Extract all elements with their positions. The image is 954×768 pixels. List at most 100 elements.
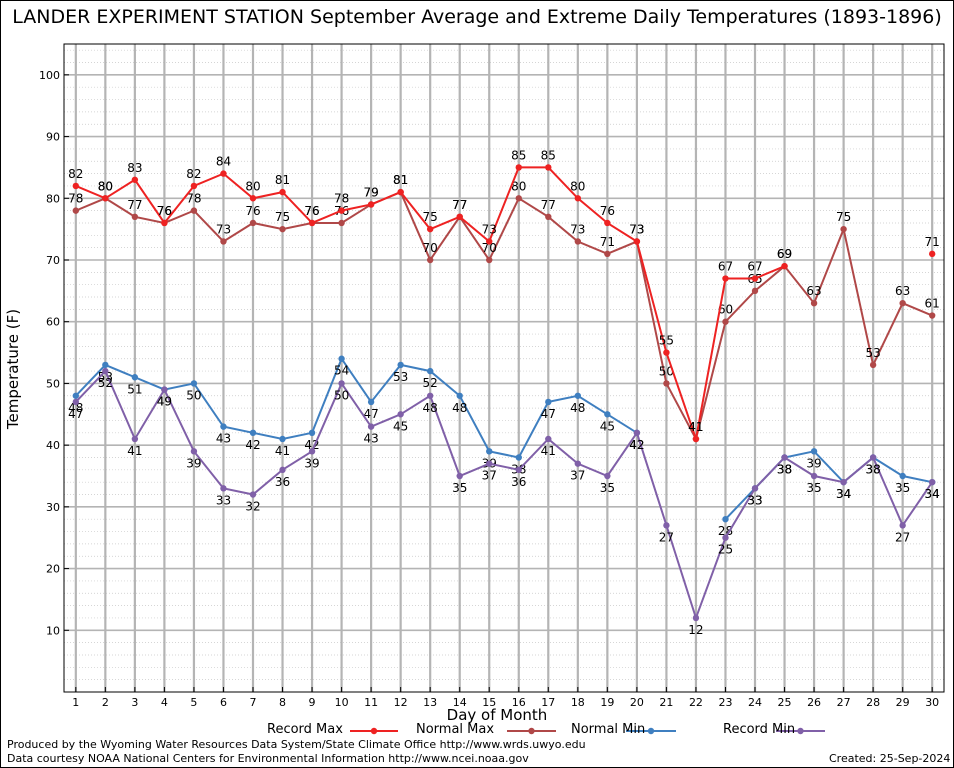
data-label-record-min: 39 bbox=[186, 456, 201, 470]
data-point-normal-min bbox=[102, 361, 109, 369]
data-point-normal-max bbox=[338, 219, 345, 227]
y-tick-label: 100 bbox=[39, 69, 60, 82]
data-label-normal-min: 48 bbox=[570, 401, 585, 415]
data-label-record-max: 80 bbox=[245, 179, 260, 193]
y-tick-label: 40 bbox=[46, 439, 60, 452]
data-label-record-min: 34 bbox=[925, 487, 940, 501]
data-point-normal-min bbox=[545, 398, 552, 406]
data-label-normal-min: 34 bbox=[925, 487, 940, 501]
data-label-record-max: 69 bbox=[777, 247, 792, 261]
data-point-record-max bbox=[131, 176, 139, 183]
data-label-normal-max: 76 bbox=[245, 204, 260, 218]
data-label-normal-min: 54 bbox=[334, 364, 349, 378]
legend-markers bbox=[350, 727, 825, 735]
data-label-normal-max: 73 bbox=[216, 222, 231, 236]
data-point-record-min bbox=[131, 435, 139, 443]
data-label-record-max: 76 bbox=[157, 204, 172, 218]
data-point-record-max bbox=[663, 349, 670, 356]
data-label-record-min: 41 bbox=[541, 444, 556, 458]
data-point-record-max bbox=[397, 188, 404, 196]
data-point-normal-min bbox=[722, 516, 729, 523]
data-label-record-max: 84 bbox=[216, 155, 231, 169]
data-point-normal-max bbox=[249, 219, 257, 227]
data-point-normal-min bbox=[486, 448, 493, 455]
data-label-record-min: 27 bbox=[895, 530, 910, 544]
data-point-record-max bbox=[781, 262, 788, 270]
data-point-record-max bbox=[545, 164, 552, 171]
data-point-record-min bbox=[249, 491, 257, 498]
data-point-record-max bbox=[692, 435, 700, 443]
data-label-normal-max: 50 bbox=[659, 364, 674, 378]
data-point-record-max bbox=[456, 213, 463, 220]
data-point-record-min bbox=[899, 522, 906, 529]
data-point-normal-min bbox=[899, 472, 906, 480]
chart-title: LANDER EXPERIMENT STATION September Aver… bbox=[12, 6, 942, 28]
data-label-record-max: 79 bbox=[363, 185, 378, 199]
data-point-record-max bbox=[722, 275, 729, 282]
data-label-normal-min: 38 bbox=[777, 462, 792, 476]
data-point-normal-max bbox=[426, 256, 434, 264]
data-point-record-max bbox=[190, 182, 198, 190]
data-point-record-max bbox=[751, 275, 759, 282]
x-tick-label: 25 bbox=[778, 696, 792, 709]
data-label-normal-min: 34 bbox=[836, 487, 851, 501]
legend-marker-record-max bbox=[370, 727, 378, 735]
y-tick-label: 20 bbox=[46, 563, 60, 576]
data-label-record-max: 82 bbox=[186, 167, 201, 181]
data-point-record-min bbox=[72, 398, 80, 406]
data-label-normal-max: 71 bbox=[600, 235, 615, 249]
x-tick-label: 11 bbox=[364, 696, 378, 709]
legend-marker-normal-max bbox=[528, 727, 535, 735]
plot-background bbox=[64, 44, 944, 692]
data-point-record-min bbox=[722, 534, 729, 541]
data-label-record-min: 34 bbox=[836, 487, 851, 501]
data-label-record-max: 55 bbox=[659, 334, 674, 348]
data-label-normal-min: 42 bbox=[629, 438, 644, 452]
data-point-normal-max bbox=[131, 213, 139, 220]
data-label-normal-min: 53 bbox=[393, 370, 408, 384]
data-label-record-min: 32 bbox=[245, 500, 260, 514]
data-point-record-min bbox=[161, 386, 168, 393]
x-tick-label: 21 bbox=[659, 696, 673, 709]
data-point-normal-min bbox=[397, 361, 404, 369]
data-label-normal-max: 73 bbox=[629, 222, 644, 236]
data-label-record-min: 38 bbox=[777, 462, 792, 476]
data-label-record-max: 81 bbox=[275, 173, 290, 187]
data-point-record-min bbox=[604, 472, 611, 480]
data-label-normal-min: 48 bbox=[452, 401, 467, 415]
data-point-record-max bbox=[633, 238, 641, 245]
data-label-record-min: 49 bbox=[157, 395, 172, 409]
x-tick-label: 27 bbox=[837, 696, 851, 709]
x-tick-label: 10 bbox=[335, 696, 349, 709]
data-point-record-min bbox=[308, 448, 316, 455]
data-label-record-min: 27 bbox=[659, 530, 674, 544]
data-point-normal-min bbox=[338, 355, 345, 362]
data-label-normal-min: 52 bbox=[423, 376, 438, 390]
data-point-record-min bbox=[190, 448, 198, 455]
data-point-record-min bbox=[397, 411, 404, 418]
x-tick-label: 9 bbox=[309, 696, 316, 709]
data-label-normal-max: 53 bbox=[865, 346, 880, 360]
data-point-record-max bbox=[604, 219, 611, 227]
data-label-record-min: 33 bbox=[216, 493, 231, 507]
data-label-record-min: 39 bbox=[304, 456, 319, 470]
x-tick-label: 15 bbox=[482, 696, 496, 709]
data-label-record-max: 82 bbox=[68, 167, 83, 181]
x-tick-label: 23 bbox=[718, 696, 732, 709]
y-tick-label: 70 bbox=[46, 254, 60, 267]
data-label-record-max: 76 bbox=[600, 204, 615, 218]
data-point-record-min bbox=[633, 429, 641, 436]
data-point-record-min bbox=[545, 435, 552, 443]
data-point-record-max bbox=[102, 195, 109, 202]
x-axis-label: Day of Month bbox=[446, 706, 548, 724]
data-point-normal-max bbox=[279, 225, 286, 233]
data-point-normal-min bbox=[190, 380, 198, 387]
data-label-normal-min: 48 bbox=[68, 401, 83, 415]
data-point-record-min bbox=[928, 478, 936, 486]
data-label-normal-max: 79 bbox=[363, 185, 378, 199]
data-label-normal-min: 33 bbox=[747, 493, 762, 507]
y-tick-label: 50 bbox=[46, 377, 60, 390]
data-point-record-min bbox=[869, 454, 877, 461]
data-label-normal-min: 47 bbox=[541, 407, 556, 421]
